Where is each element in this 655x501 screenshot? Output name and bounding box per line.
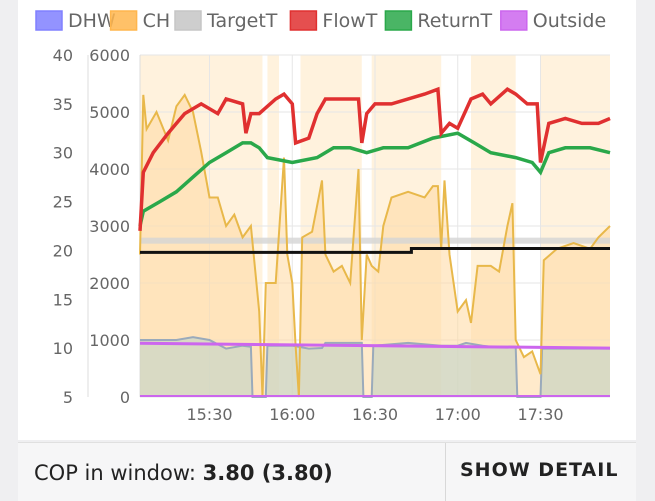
right-tick-3000: 3000: [89, 217, 130, 236]
legend-swatch-targett: [174, 10, 202, 31]
x-tick-1630: 16:30: [352, 405, 398, 424]
legend-label-targett: TargetT: [206, 10, 278, 32]
legend-label-outside: Outside: [533, 10, 606, 32]
chart-card: DHW CH TargetT FlowT ReturnT Outside 5 10 15 20 25…: [18, 0, 636, 440]
targett-band: [140, 237, 610, 244]
left-tick-10: 10: [53, 339, 73, 358]
right-tick-0: 0: [120, 388, 130, 407]
returnt-line: [138, 131, 611, 227]
heat-pump-chart: DHW CH TargetT FlowT ReturnT Outside 5 10 15 20 25…: [35, 10, 611, 424]
setpoint-line: [140, 247, 610, 254]
footer-bar: COP in window: 3.80 (3.80) SHOW DETAIL: [18, 442, 636, 501]
left-tick-15: 15: [53, 290, 73, 309]
ch-area: [140, 94, 610, 398]
right-tick-1000: 1000: [89, 331, 130, 350]
x-tick-1530: 15:30: [186, 405, 232, 424]
legend-swatch-ch: [109, 10, 138, 31]
right-tick-4000: 4000: [89, 160, 130, 179]
left-tick-30: 30: [53, 144, 73, 163]
cop-label: COP in window:: [34, 461, 196, 485]
x-tick-1600: 16:00: [269, 405, 315, 424]
right-tick-6000: 6000: [89, 46, 130, 65]
legend-label-ch: CH: [143, 10, 171, 32]
left-tick-5: 5: [63, 388, 73, 407]
dhw-area: [140, 337, 610, 397]
legend-label-returnt: ReturnT: [417, 10, 492, 32]
cop-readout: COP in window: 3.80 (3.80): [34, 461, 333, 485]
legend-label-dhw: DHW: [68, 10, 116, 32]
right-tick-2000: 2000: [89, 274, 130, 293]
footer-divider: [445, 443, 446, 501]
legend-swatch-dhw: [35, 10, 63, 31]
left-tick-35: 35: [53, 95, 73, 114]
cop-value: 3.80 (3.80): [202, 461, 333, 485]
legend-swatch-flowt: [289, 10, 318, 31]
left-tick-20: 20: [53, 241, 73, 260]
legend-swatch-outside: [500, 10, 528, 31]
left-tick-40: 40: [53, 46, 73, 65]
x-tick-1700: 17:00: [435, 405, 481, 424]
x-tick-1730: 17:30: [517, 405, 563, 424]
flowt-line: [138, 86, 611, 231]
outside-line: [139, 341, 611, 350]
left-tick-25: 25: [53, 193, 73, 212]
ch-line: [139, 92, 611, 398]
right-tick-5000: 5000: [89, 103, 130, 122]
legend-swatch-returnt: [384, 10, 413, 31]
legend-label-flowt: FlowT: [322, 10, 377, 32]
show-detail-button[interactable]: SHOW DETAIL: [460, 459, 619, 481]
